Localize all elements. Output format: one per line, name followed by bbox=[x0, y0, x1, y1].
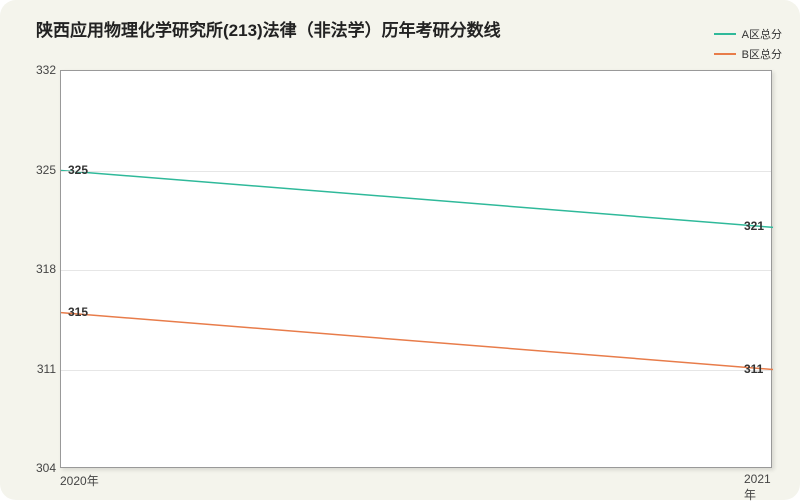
chart-container: 陕西应用物理化学研究所(213)法律（非法学）历年考研分数线 A区总分 B区总分… bbox=[0, 0, 800, 500]
legend-swatch-1 bbox=[714, 53, 736, 55]
plot-area bbox=[60, 70, 772, 468]
y-tick-label: 304 bbox=[28, 461, 56, 475]
data-label: 325 bbox=[66, 163, 90, 177]
legend-label-0: A区总分 bbox=[742, 26, 782, 42]
y-tick-label: 318 bbox=[28, 262, 56, 276]
y-tick-label: 332 bbox=[28, 63, 56, 77]
data-label: 315 bbox=[66, 305, 90, 319]
y-tick-label: 311 bbox=[28, 362, 56, 376]
gridline bbox=[61, 171, 771, 172]
data-label: 311 bbox=[742, 362, 765, 376]
data-label: 321 bbox=[742, 219, 766, 233]
legend-item-0: A区总分 bbox=[714, 26, 782, 42]
legend-item-1: B区总分 bbox=[714, 46, 782, 62]
legend-label-1: B区总分 bbox=[742, 46, 782, 62]
gridline bbox=[61, 370, 771, 371]
y-tick-label: 325 bbox=[28, 163, 56, 177]
gridline bbox=[61, 270, 771, 271]
x-tick-label: 2021年 bbox=[744, 472, 772, 503]
legend: A区总分 B区总分 bbox=[714, 26, 782, 62]
legend-swatch-0 bbox=[714, 33, 736, 35]
x-tick-label: 2020年 bbox=[60, 472, 99, 489]
series-line-1 bbox=[61, 313, 773, 370]
series-line-0 bbox=[61, 171, 773, 228]
chart-title: 陕西应用物理化学研究所(213)法律（非法学）历年考研分数线 bbox=[36, 16, 501, 41]
